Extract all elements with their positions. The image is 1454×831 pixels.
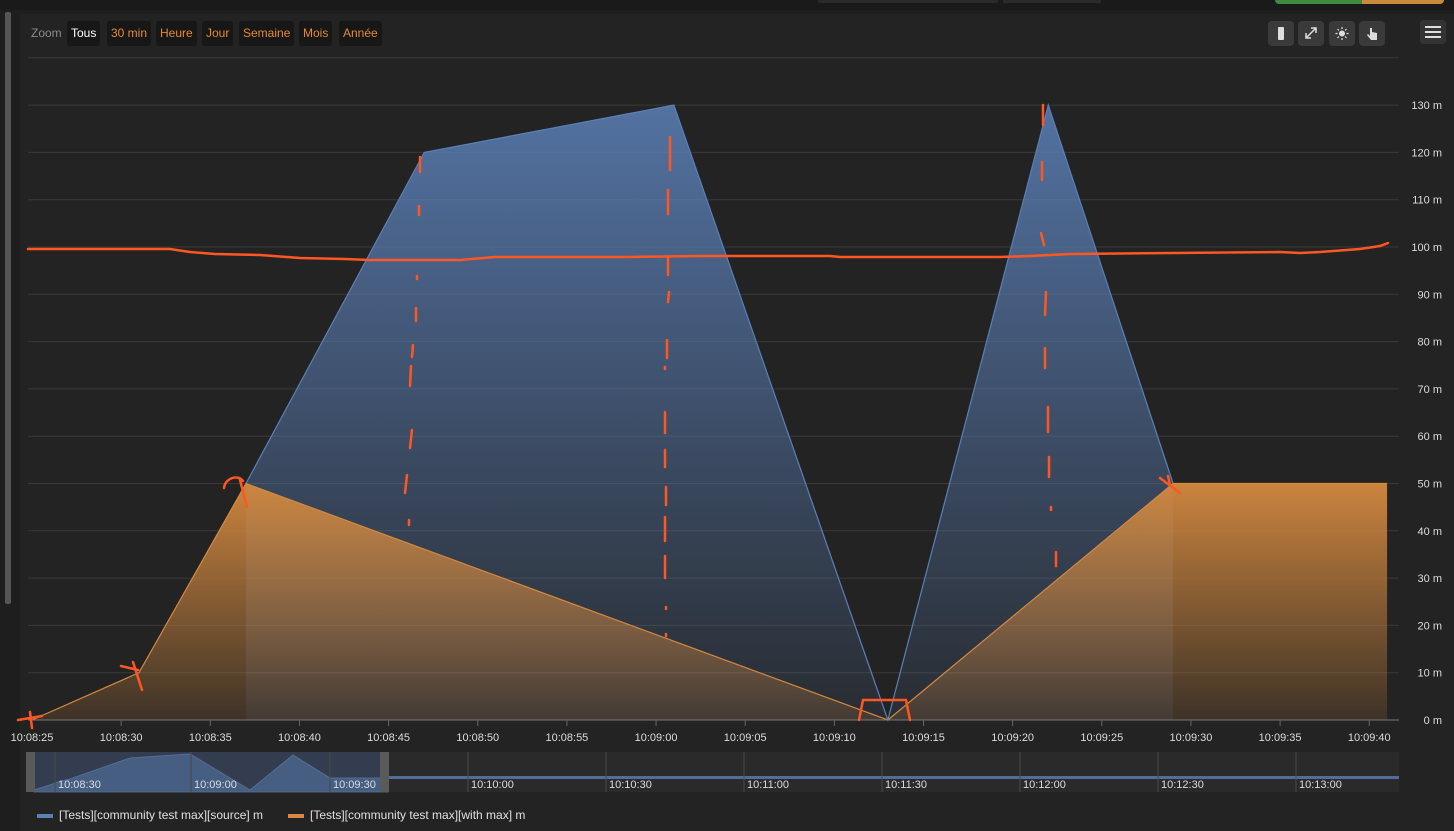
legend-label-with-max: [Tests][community test max][with max] m xyxy=(310,808,526,822)
top-strip xyxy=(0,0,1454,10)
zoom-button-week[interactable]: Semaine xyxy=(239,21,295,46)
zoom-button-year[interactable]: Année xyxy=(339,21,382,46)
bar-icon[interactable] xyxy=(1268,21,1294,46)
zoom-label: Zoom xyxy=(31,26,62,40)
zoom-button-day[interactable]: Jour xyxy=(202,21,234,46)
status-bar-orange xyxy=(1362,0,1444,4)
zoom-button-30min[interactable]: 30 min xyxy=(107,21,152,46)
zoom-button-all[interactable]: Tous xyxy=(67,21,101,46)
top-tab-1 xyxy=(818,0,998,3)
zoom-button-month[interactable]: Mois xyxy=(299,21,333,46)
legend-label-source: [Tests][community test max][source] m xyxy=(59,808,264,822)
expand-icon[interactable] xyxy=(1298,21,1324,46)
menu-icon[interactable] xyxy=(1420,20,1446,44)
legend-swatch-with-max xyxy=(288,813,304,818)
settings-sun-icon[interactable] xyxy=(1329,21,1355,46)
legend-item-source[interactable]: [Tests][community test max][source] m xyxy=(37,808,263,822)
hand-pointer-icon[interactable] xyxy=(1359,21,1385,46)
left-scrollbar[interactable] xyxy=(5,12,11,604)
status-bar-green xyxy=(1275,0,1362,4)
chart-panel xyxy=(20,14,1454,831)
legend-swatch-source xyxy=(37,813,53,818)
top-tab-2 xyxy=(1003,0,1101,3)
zoom-button-hour[interactable]: Heure xyxy=(156,21,197,46)
legend-item-with-max[interactable]: [Tests][community test max][with max] m xyxy=(288,808,525,822)
